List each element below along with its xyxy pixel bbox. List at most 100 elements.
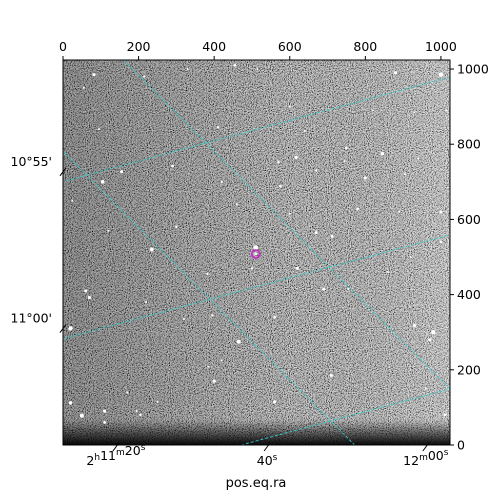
star-5 <box>438 72 444 77</box>
star-73 <box>71 199 74 202</box>
x-tick-label-400: 400 <box>202 39 226 54</box>
star-33 <box>87 296 92 300</box>
star-6 <box>216 126 220 129</box>
x-tick-label-0: 0 <box>59 39 67 54</box>
star-68 <box>186 68 189 71</box>
star-25 <box>149 247 154 252</box>
ra-tick-label-0: 2h11m20s <box>86 443 145 468</box>
x-tick-label-200: 200 <box>127 39 151 54</box>
star-49 <box>102 409 107 413</box>
star-38 <box>211 314 214 317</box>
star-17 <box>279 185 282 188</box>
y-tick-label-800: 800 <box>457 137 481 152</box>
star-27 <box>250 267 254 270</box>
y-tick-label-400: 400 <box>457 287 481 302</box>
grid-line-2 <box>63 76 450 183</box>
star-18 <box>315 169 318 172</box>
coordinate-grid <box>63 60 450 445</box>
star-26 <box>253 245 259 251</box>
star-39 <box>273 315 276 319</box>
star-64 <box>343 160 346 163</box>
star-34 <box>68 326 73 331</box>
grid-line-4 <box>239 388 450 445</box>
star-29 <box>295 266 299 270</box>
dec-tick-0 <box>59 167 67 177</box>
star-21 <box>314 231 318 235</box>
star-41 <box>236 339 241 344</box>
star-53 <box>139 413 142 417</box>
star-36 <box>431 330 436 335</box>
star-37 <box>428 338 432 342</box>
star-58 <box>145 301 148 304</box>
star-20 <box>356 207 360 211</box>
star-70 <box>235 203 238 206</box>
y-tick-label-600: 600 <box>457 212 481 227</box>
star-22 <box>175 225 178 229</box>
star-61 <box>288 212 291 215</box>
star-54 <box>220 359 223 362</box>
star-8 <box>345 146 348 150</box>
star-66 <box>413 111 416 114</box>
star-28 <box>206 272 209 276</box>
star-57 <box>387 271 390 274</box>
star-31 <box>347 287 350 291</box>
star-sources <box>68 63 448 424</box>
grid-line-0 <box>63 150 356 445</box>
star-23 <box>403 173 407 176</box>
ra-tick-2 <box>422 442 430 452</box>
star-51 <box>135 410 138 413</box>
x-axis-title: pos.eq.ra <box>226 476 287 491</box>
star-63 <box>424 387 427 390</box>
sky-image <box>63 60 450 445</box>
star-43 <box>212 379 216 383</box>
y-tick-label-200: 200 <box>457 362 481 377</box>
star-15 <box>417 157 420 160</box>
star-35 <box>412 323 417 328</box>
star-65 <box>288 105 291 108</box>
x-tick-label-800: 800 <box>353 39 377 54</box>
star-14 <box>363 176 367 180</box>
star-12 <box>120 170 124 174</box>
target-marker <box>250 249 261 259</box>
dec-tick-label-1: 11°00' <box>11 311 53 326</box>
star-13 <box>100 180 105 184</box>
star-44 <box>207 365 210 368</box>
star-60 <box>439 240 443 244</box>
star-40 <box>182 318 185 321</box>
star-0 <box>92 73 96 77</box>
dec-tick-label-0: 10°55' <box>11 154 53 169</box>
star-16 <box>220 180 223 184</box>
target-dot <box>254 252 258 256</box>
star-50 <box>103 421 106 424</box>
ra-tick-label-2: 12m00s <box>403 448 449 468</box>
pixel-x-axis-top: 0 200 400 600 800 1000 <box>59 39 457 60</box>
star-48 <box>79 413 84 418</box>
star-69 <box>303 130 306 133</box>
star-11 <box>171 164 174 168</box>
star-71 <box>371 109 374 112</box>
y-tick-label-1000: 1000 <box>457 62 489 77</box>
star-10 <box>294 155 298 159</box>
x-tick-label-1000: 1000 <box>425 39 457 54</box>
star-4 <box>393 71 398 75</box>
star-67 <box>97 128 100 131</box>
grid-line-3 <box>63 234 450 340</box>
star-2 <box>233 63 237 67</box>
star-42 <box>329 373 333 378</box>
pixel-y-axis-right: 0 200 400 600 800 1000 <box>450 62 489 453</box>
star-56 <box>409 256 412 259</box>
y-tick-label-0: 0 <box>457 438 465 453</box>
star-52 <box>126 391 129 394</box>
target-circle <box>250 249 261 259</box>
star-45 <box>156 400 159 403</box>
star-55 <box>398 210 401 213</box>
ra-tick-label-1: 40s <box>257 453 278 468</box>
plot-frame <box>62 59 451 446</box>
ra-tick-0 <box>112 442 120 452</box>
star-19 <box>439 210 443 214</box>
star-7 <box>380 151 385 156</box>
star-59 <box>107 229 110 232</box>
world-axes: 2h11m20s 40s 12m00s 10°55' 11°00' <box>11 154 449 468</box>
star-3 <box>256 68 259 71</box>
